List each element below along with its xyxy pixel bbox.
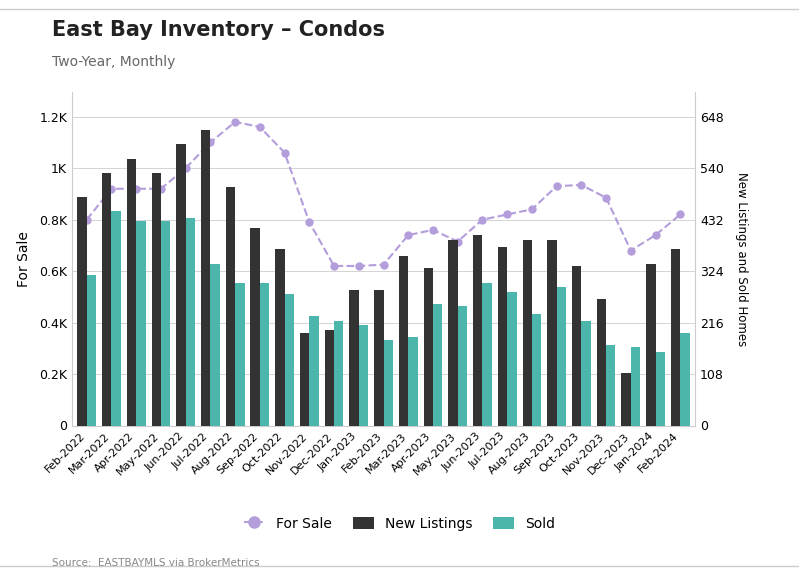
Bar bbox=[201, 130, 210, 426]
Bar bbox=[334, 321, 344, 426]
Bar bbox=[226, 187, 235, 426]
Bar bbox=[324, 330, 334, 426]
Bar bbox=[622, 373, 631, 426]
Bar bbox=[597, 299, 606, 426]
Bar bbox=[448, 240, 458, 426]
Bar bbox=[250, 228, 260, 426]
Bar bbox=[582, 321, 590, 426]
Bar bbox=[384, 340, 393, 426]
Bar bbox=[177, 144, 185, 426]
Bar bbox=[161, 221, 170, 426]
Bar bbox=[136, 221, 145, 426]
Bar bbox=[483, 282, 492, 426]
Bar bbox=[78, 197, 87, 426]
Text: East Bay Inventory – Condos: East Bay Inventory – Condos bbox=[52, 20, 385, 40]
Y-axis label: For Sale: For Sale bbox=[17, 231, 30, 287]
Bar bbox=[646, 263, 655, 426]
Bar bbox=[112, 211, 121, 426]
Bar bbox=[532, 313, 541, 426]
Bar bbox=[284, 294, 294, 426]
Bar bbox=[547, 240, 557, 426]
Bar bbox=[408, 338, 418, 426]
Bar bbox=[671, 249, 680, 426]
Bar bbox=[260, 282, 269, 426]
Bar bbox=[507, 292, 517, 426]
Bar bbox=[300, 332, 309, 426]
Bar bbox=[275, 249, 284, 426]
Bar bbox=[374, 290, 384, 426]
Legend: For Sale, New Listings, Sold: For Sale, New Listings, Sold bbox=[239, 511, 560, 536]
Bar bbox=[606, 344, 615, 426]
Bar bbox=[87, 275, 96, 426]
Bar bbox=[359, 325, 368, 426]
Bar bbox=[572, 266, 582, 426]
Bar bbox=[473, 235, 483, 426]
Bar bbox=[210, 263, 220, 426]
Bar bbox=[423, 269, 433, 426]
Bar bbox=[349, 290, 359, 426]
Bar bbox=[309, 316, 319, 426]
Bar bbox=[631, 347, 640, 426]
Y-axis label: New Listings and Sold Homes: New Listings and Sold Homes bbox=[735, 171, 748, 346]
Bar bbox=[523, 240, 532, 426]
Bar bbox=[433, 304, 443, 426]
Bar bbox=[655, 352, 665, 426]
Bar bbox=[680, 332, 690, 426]
Bar bbox=[557, 288, 566, 426]
Text: Two-Year, Monthly: Two-Year, Monthly bbox=[52, 55, 175, 68]
Bar bbox=[152, 173, 161, 426]
Bar bbox=[399, 256, 408, 426]
Bar bbox=[102, 173, 112, 426]
Bar bbox=[127, 159, 136, 426]
Bar bbox=[235, 282, 244, 426]
Bar bbox=[185, 218, 195, 426]
Text: Source:  EASTBAYMLS via BrokerMetrics: Source: EASTBAYMLS via BrokerMetrics bbox=[52, 558, 260, 568]
Bar bbox=[498, 247, 507, 426]
Bar bbox=[458, 306, 467, 426]
